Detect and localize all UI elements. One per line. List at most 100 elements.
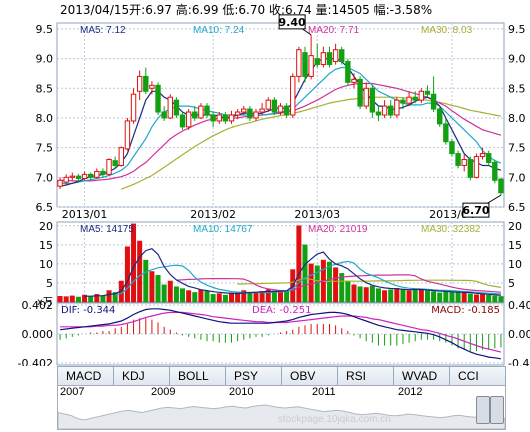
volume-legend-ma10: MA10: 14767 xyxy=(193,224,253,235)
volume-bar xyxy=(455,292,461,303)
tab-obv[interactable]: OBV xyxy=(282,367,338,385)
volume-bar xyxy=(149,271,155,303)
volume-bar xyxy=(63,296,69,303)
price-y-tick-left: 9.0 xyxy=(36,53,54,66)
tab-wvad[interactable]: WVAD xyxy=(394,367,450,385)
volume-unit-label: x万 xyxy=(37,297,53,308)
tab-rsi[interactable]: RSI xyxy=(338,367,394,385)
candle-body xyxy=(167,96,173,119)
volume-bar xyxy=(375,288,381,303)
candle-body xyxy=(75,175,82,180)
date-tick-label: 2013/03 xyxy=(294,208,340,221)
volume-bar xyxy=(253,292,259,303)
price-y-tick-right: 9.5 xyxy=(508,23,526,36)
candle-body xyxy=(485,153,492,163)
candle-body xyxy=(112,160,118,166)
volume-bar xyxy=(302,244,308,303)
candle-body xyxy=(149,84,155,89)
candle-body xyxy=(339,49,345,63)
volume-bar xyxy=(382,290,388,303)
volume-bar xyxy=(467,293,473,303)
price-y-tick-left: 6.5 xyxy=(36,201,54,214)
tab-macd[interactable]: MACD xyxy=(58,367,114,385)
volume-bar xyxy=(106,290,112,303)
volume-bar xyxy=(167,280,173,303)
price-y-tick-right: 6.5 xyxy=(508,201,526,214)
chart-svg: 9.5 9.5 9.0 9.0 8.5 8.5 8.0 8.0 7.5 7.5 7.0 7.0 6.5 6… xyxy=(18,14,530,366)
volume-ma10-line xyxy=(115,260,501,296)
volume-y-tick-left: 5 xyxy=(46,277,53,290)
volume-bar xyxy=(284,291,290,303)
candle-body xyxy=(394,99,400,116)
candle-body xyxy=(155,84,161,113)
volume-bar xyxy=(437,292,443,303)
volume-bar xyxy=(449,291,455,303)
candle-body xyxy=(296,49,302,77)
price-y-tick-left: 8.0 xyxy=(36,112,54,125)
candle-body xyxy=(388,105,394,116)
candle-body xyxy=(375,111,382,116)
price-legend-ma30: MA30: 8.03 xyxy=(421,25,473,36)
volume-bar xyxy=(265,289,271,303)
volume-y-tick-right: 20 xyxy=(508,220,522,233)
annotation-low-label: 6.70 xyxy=(462,204,489,217)
volume-bar xyxy=(406,290,412,303)
volume-bar xyxy=(339,273,345,303)
volume-y-tick-left: 10 xyxy=(39,258,53,271)
open-value: 6.97 xyxy=(145,3,172,17)
tab-boll[interactable]: BOLL xyxy=(170,367,226,385)
volume-bar xyxy=(296,225,302,303)
volume-legend-ma20: MA20: 21019 xyxy=(308,224,368,235)
candle-body xyxy=(87,173,94,178)
candle-body xyxy=(161,111,167,119)
volume-bar xyxy=(247,292,253,303)
volume-bar xyxy=(204,291,210,303)
candle-body xyxy=(222,114,229,122)
volume-bar xyxy=(431,291,437,303)
candle-body xyxy=(210,114,216,122)
range-handle-left[interactable] xyxy=(476,396,490,424)
close-value: 6.74 xyxy=(285,3,312,17)
candle-body xyxy=(198,105,204,119)
volume-bar xyxy=(314,265,320,303)
volume-bar xyxy=(88,295,94,303)
tab-kdj[interactable]: KDJ xyxy=(114,367,170,385)
candle-body xyxy=(320,52,327,66)
date-tick-label: 2013/02 xyxy=(190,208,236,221)
macd-y-tick-right: 0.402 xyxy=(508,299,530,312)
tab-cci[interactable]: CCI xyxy=(458,369,479,383)
volume-bar xyxy=(424,290,430,303)
volume-bar xyxy=(192,292,198,303)
price-y-tick-left: 7.5 xyxy=(36,142,54,155)
price-legend-ma10: MA10: 7.24 xyxy=(193,25,245,36)
range-handle-right[interactable] xyxy=(490,396,504,424)
tab-psy[interactable]: PSY xyxy=(226,367,282,385)
volume-bar xyxy=(369,285,375,303)
candle-body xyxy=(253,111,259,119)
macd-y-tick-right: 0.000 xyxy=(508,328,530,341)
navigator-area xyxy=(58,404,505,429)
price-y-tick-right: 9.0 xyxy=(508,53,526,66)
candle-body xyxy=(265,99,271,110)
time-navigator[interactable]: 2007 2009 2010 2011 2012 stockpage.10jqk… xyxy=(57,385,506,430)
nav-year-2012: 2012 xyxy=(398,386,423,398)
price-y-tick-right: 7.0 xyxy=(508,171,526,184)
volume-bar xyxy=(186,290,192,303)
candle-body xyxy=(314,58,320,66)
candle-body xyxy=(283,105,290,116)
volume-bar xyxy=(155,275,161,303)
price-y-tick-right: 7.5 xyxy=(508,142,526,155)
candle-body xyxy=(228,114,235,122)
candle-body xyxy=(216,114,222,122)
volume-bar xyxy=(131,223,137,303)
macd-legend-dif: DIF: -0.344 xyxy=(61,305,115,316)
volume-bar xyxy=(210,294,216,303)
nav-year-2011: 2011 xyxy=(312,386,336,398)
volume-value: 14505 xyxy=(331,3,370,17)
candle-body xyxy=(351,78,357,83)
volume-bar xyxy=(388,289,394,303)
candle-body xyxy=(234,111,241,116)
volume-bar xyxy=(400,288,406,303)
candle-body xyxy=(143,75,149,92)
macd-y-tick-left: -0.402 xyxy=(18,357,53,366)
